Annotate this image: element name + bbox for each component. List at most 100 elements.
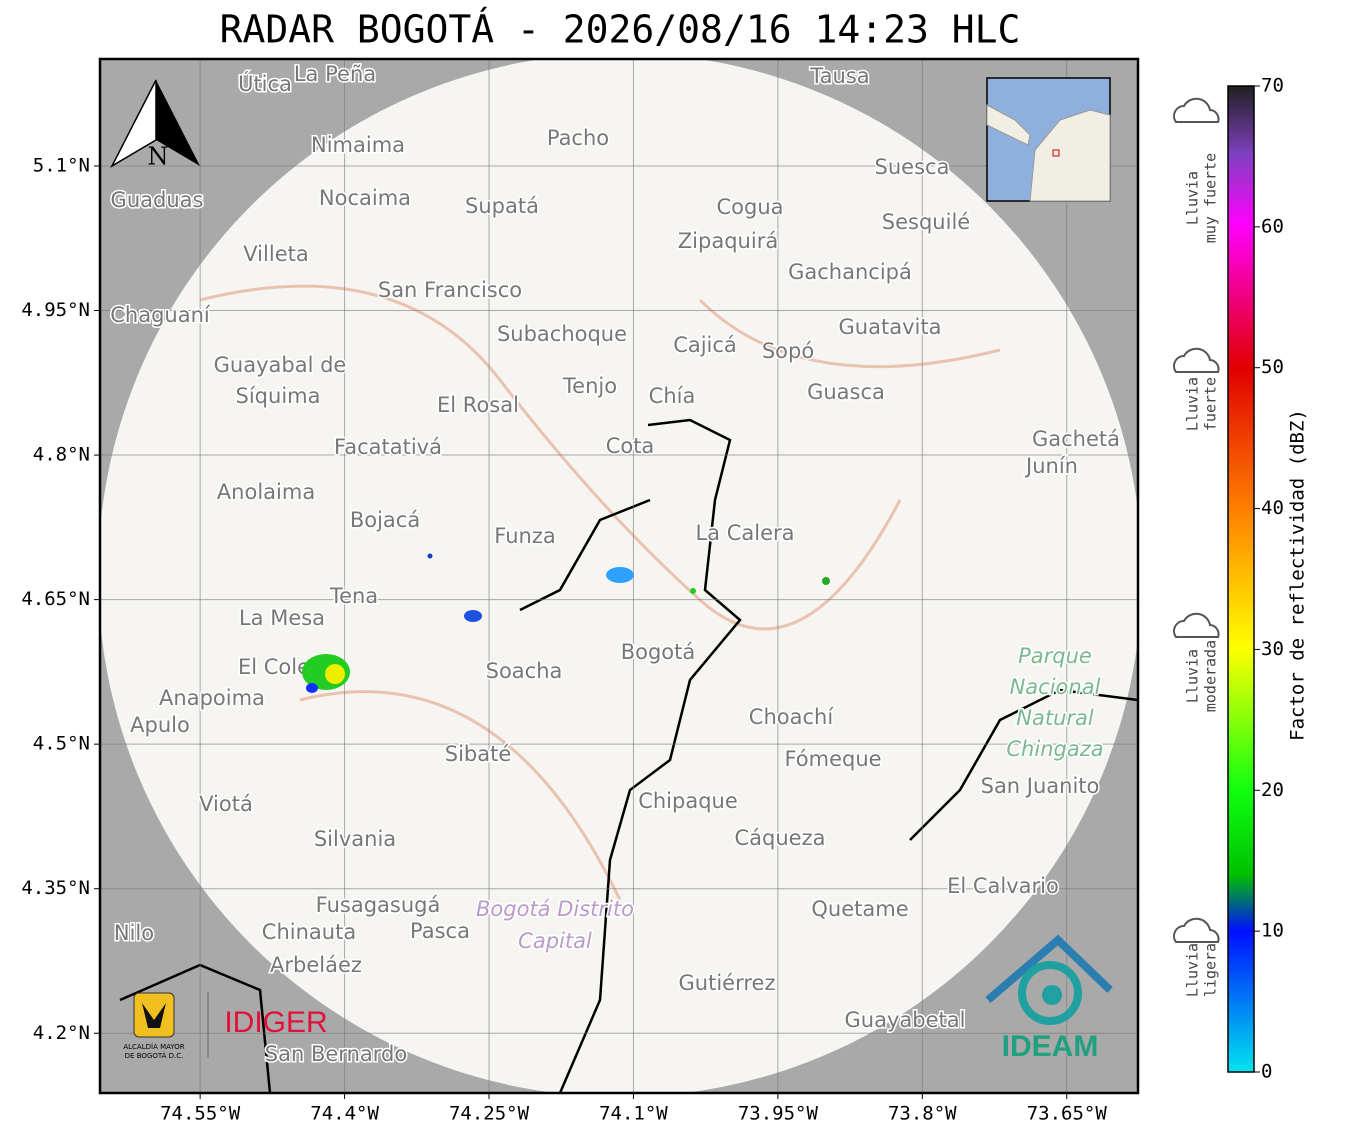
place-label: Guayabetal	[845, 1008, 966, 1032]
echo	[427, 553, 433, 559]
boundaries	[119, 418, 1138, 1093]
colorbar-label: Factor de reflectividad (dBZ)	[1287, 409, 1309, 741]
place-label: Gachetá	[1032, 427, 1120, 451]
x-tick-label: 73.65°W	[1027, 1103, 1108, 1125]
colorbar-tick-label: 50	[1261, 356, 1284, 378]
rain-icon	[1173, 917, 1220, 943]
place-label: Funza	[494, 524, 555, 548]
title: RADAR BOGOTÁ - 2026/08/16 14:23 HLC	[220, 8, 1021, 52]
rain-category: Lluvia moderada	[1173, 612, 1220, 712]
place-label: Síquima	[236, 384, 321, 408]
north-arrow: N	[110, 79, 200, 171]
place-label: Anolaima	[217, 480, 315, 504]
place-label: San Juanito	[981, 774, 1100, 798]
place-label: San Francisco	[378, 278, 522, 302]
place-label: Tenjo	[562, 374, 617, 398]
place-label: Sibaté	[445, 742, 512, 766]
x-tick-label: 74.4°W	[310, 1103, 379, 1125]
place-label: Nilo	[114, 921, 154, 945]
place-label: Pasca	[410, 919, 470, 943]
place-label: Soacha	[486, 659, 563, 683]
place-label: Fómeque	[784, 747, 881, 771]
ideam-logo: IDEAM	[985, 934, 1113, 1063]
y-tick-label: 4.95°N	[21, 299, 90, 321]
place-label: Nimaima	[311, 133, 405, 157]
place-label: Zipaquirá	[678, 229, 778, 253]
y-tick-label: 4.2°N	[33, 1022, 90, 1044]
rain-category: Lluvia fuerte	[1173, 347, 1220, 431]
rain-icon	[1173, 347, 1220, 373]
echo	[464, 610, 482, 622]
x-tick-label: 74.55°W	[160, 1103, 241, 1125]
roads	[199, 284, 1001, 901]
y-tick-label: 4.8°N	[33, 444, 90, 466]
place-label: Gutiérrez	[679, 971, 776, 995]
north-label: N	[148, 143, 169, 171]
place-label: Cogua	[716, 195, 783, 219]
ideam-text: IDEAM	[1002, 1030, 1099, 1063]
place-label: La Calera	[695, 521, 794, 545]
district-label: Capital	[518, 929, 592, 953]
place-label: Guayabal de	[214, 353, 347, 377]
park-label: Chingaza	[1006, 737, 1103, 761]
place-label: San Bernardo	[265, 1042, 407, 1066]
echo	[822, 577, 830, 585]
alcaldia-text: DE BOGOTÁ D.C.	[125, 1051, 184, 1060]
colorbar-tick-label: 0	[1261, 1061, 1272, 1083]
place-label: Guaduas	[111, 188, 204, 212]
echo	[606, 567, 634, 583]
rain-category: Lluvia ligera	[1173, 917, 1220, 997]
rain-category: Lluvia muy fuerte	[1173, 97, 1220, 243]
place-label: Guasca	[807, 380, 885, 404]
echo	[306, 683, 318, 693]
x-tick-label: 73.95°W	[738, 1103, 819, 1125]
rain-icon	[1173, 97, 1220, 123]
colorbar	[1227, 85, 1255, 1073]
place-label: La Mesa	[239, 606, 325, 630]
place-label: Silvania	[314, 827, 396, 851]
place-label: El Calvario	[947, 874, 1059, 898]
place-label: La Peña	[294, 62, 376, 86]
alcaldia-logo: ALCALDÍA MAYOR DE BOGOTÁ D.C. IDIGER	[123, 992, 328, 1060]
rain-category-label: fuerte	[1202, 377, 1220, 431]
place-label: Anapoima	[159, 686, 265, 710]
place-label: Útica	[238, 71, 292, 96]
place-label: Chía	[649, 384, 696, 408]
place-label: Guatavita	[839, 315, 942, 339]
colorbar-tick-label: 60	[1261, 215, 1284, 237]
colorbar-tick-label: 30	[1261, 638, 1284, 660]
place-label: Choachí	[749, 705, 835, 729]
place-label: Villeta	[243, 242, 308, 266]
place-label: Cota	[606, 434, 655, 458]
rain-category-label: moderada	[1202, 640, 1220, 712]
rain-category-label: Lluvia	[1184, 171, 1202, 225]
park-label: Natural	[1016, 706, 1094, 730]
y-tick-label: 4.35°N	[21, 877, 90, 899]
place-label: Fusagasugá	[316, 893, 441, 917]
park-label: Parque	[1018, 644, 1092, 668]
x-tick-label: 73.8°W	[888, 1103, 957, 1125]
inset-map	[986, 77, 1111, 202]
rain-category-label: Lluvia	[1184, 943, 1202, 997]
y-tick-label: 5.1°N	[33, 154, 90, 176]
radar-echoes	[302, 553, 830, 693]
place-label: Supatá	[465, 194, 539, 218]
district-label: Bogotá Distrito	[476, 897, 634, 921]
park-label: Nacional	[1010, 675, 1101, 699]
place-label: Quetame	[811, 897, 908, 921]
place-label: Suesca	[875, 155, 950, 179]
rain-category-label: Lluvia	[1184, 649, 1202, 703]
place-label: Facatativá	[334, 435, 442, 459]
x-tick-label: 74.25°W	[449, 1103, 530, 1125]
colorbar-tick-label: 10	[1261, 920, 1284, 942]
place-label: Sopó	[762, 339, 814, 363]
place-label: Tena	[329, 584, 378, 608]
place-label: Gachancipá	[788, 260, 912, 284]
colorbar-tick-label: 70	[1261, 75, 1284, 97]
place-label: Chaguaní	[110, 303, 211, 327]
place-label: Tausa	[809, 64, 869, 88]
rain-icon	[1173, 612, 1220, 638]
colorbar-tick-label: 40	[1261, 497, 1284, 519]
place-label: Subachoque	[497, 322, 627, 346]
